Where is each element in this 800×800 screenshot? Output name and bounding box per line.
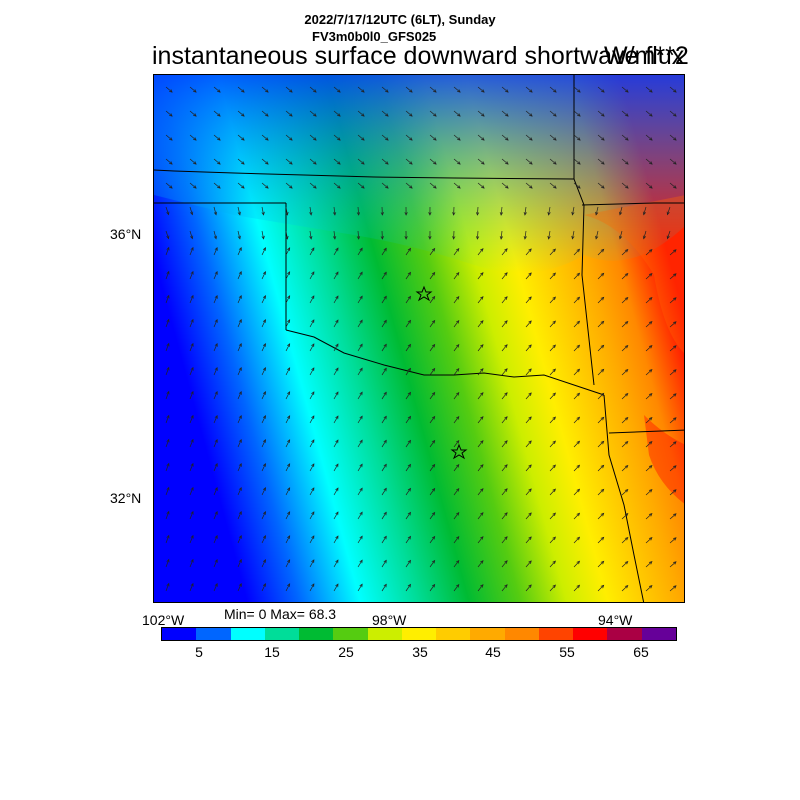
map-title: instantaneous surface downward shortwave… (152, 42, 685, 70)
colorbar-tick-label: 35 (412, 644, 428, 660)
colorbar-swatch (607, 628, 642, 640)
header-model: FV3m0b0l0_GFS025 (312, 29, 437, 44)
wind-vectors (165, 86, 677, 592)
lat-label-36n: 36°N (110, 226, 142, 242)
map-panel: 8 (153, 74, 685, 603)
colorbar-swatch (436, 628, 471, 640)
colorbar-swatch (573, 628, 608, 640)
colorbar-swatch (162, 628, 197, 640)
flux-field (154, 75, 684, 602)
colorbar-tick-label: 55 (559, 644, 575, 660)
colorbar-swatch (299, 628, 334, 640)
colorbar-tick-label: 65 (633, 644, 649, 660)
min-max-label: Min= 0 Max= 68.3 (224, 606, 337, 622)
header-datetime: 2022/7/17/12UTC (6LT), Sunday (304, 12, 496, 27)
colorbar (161, 627, 677, 641)
lon-label-94w: 94°W (598, 612, 633, 628)
station-star (415, 285, 433, 302)
colorbar-swatch (504, 628, 539, 640)
colorbar-swatch (230, 628, 265, 640)
colorbar-swatch (641, 628, 676, 640)
colorbar-swatch (196, 628, 231, 640)
station-star (450, 443, 468, 460)
colorbar-tick-label: 15 (264, 644, 280, 660)
lat-label-32n: 32°N (110, 490, 142, 506)
lon-label-102w: 102°W (142, 612, 185, 628)
colorbar-swatch (264, 628, 300, 640)
units-label: W/m**2 (604, 42, 689, 70)
colorbar-swatch (538, 628, 574, 640)
colorbar-tick-label: 5 (195, 644, 203, 660)
colorbar-tick-label: 25 (338, 644, 354, 660)
colorbar-swatch (401, 628, 437, 640)
colorbar-swatch (367, 628, 402, 640)
colorbar-swatch (333, 628, 368, 640)
colorbar-swatch (470, 628, 505, 640)
colorbar-tick-label: 45 (485, 644, 501, 660)
lon-label-98w: 98°W (372, 612, 407, 628)
